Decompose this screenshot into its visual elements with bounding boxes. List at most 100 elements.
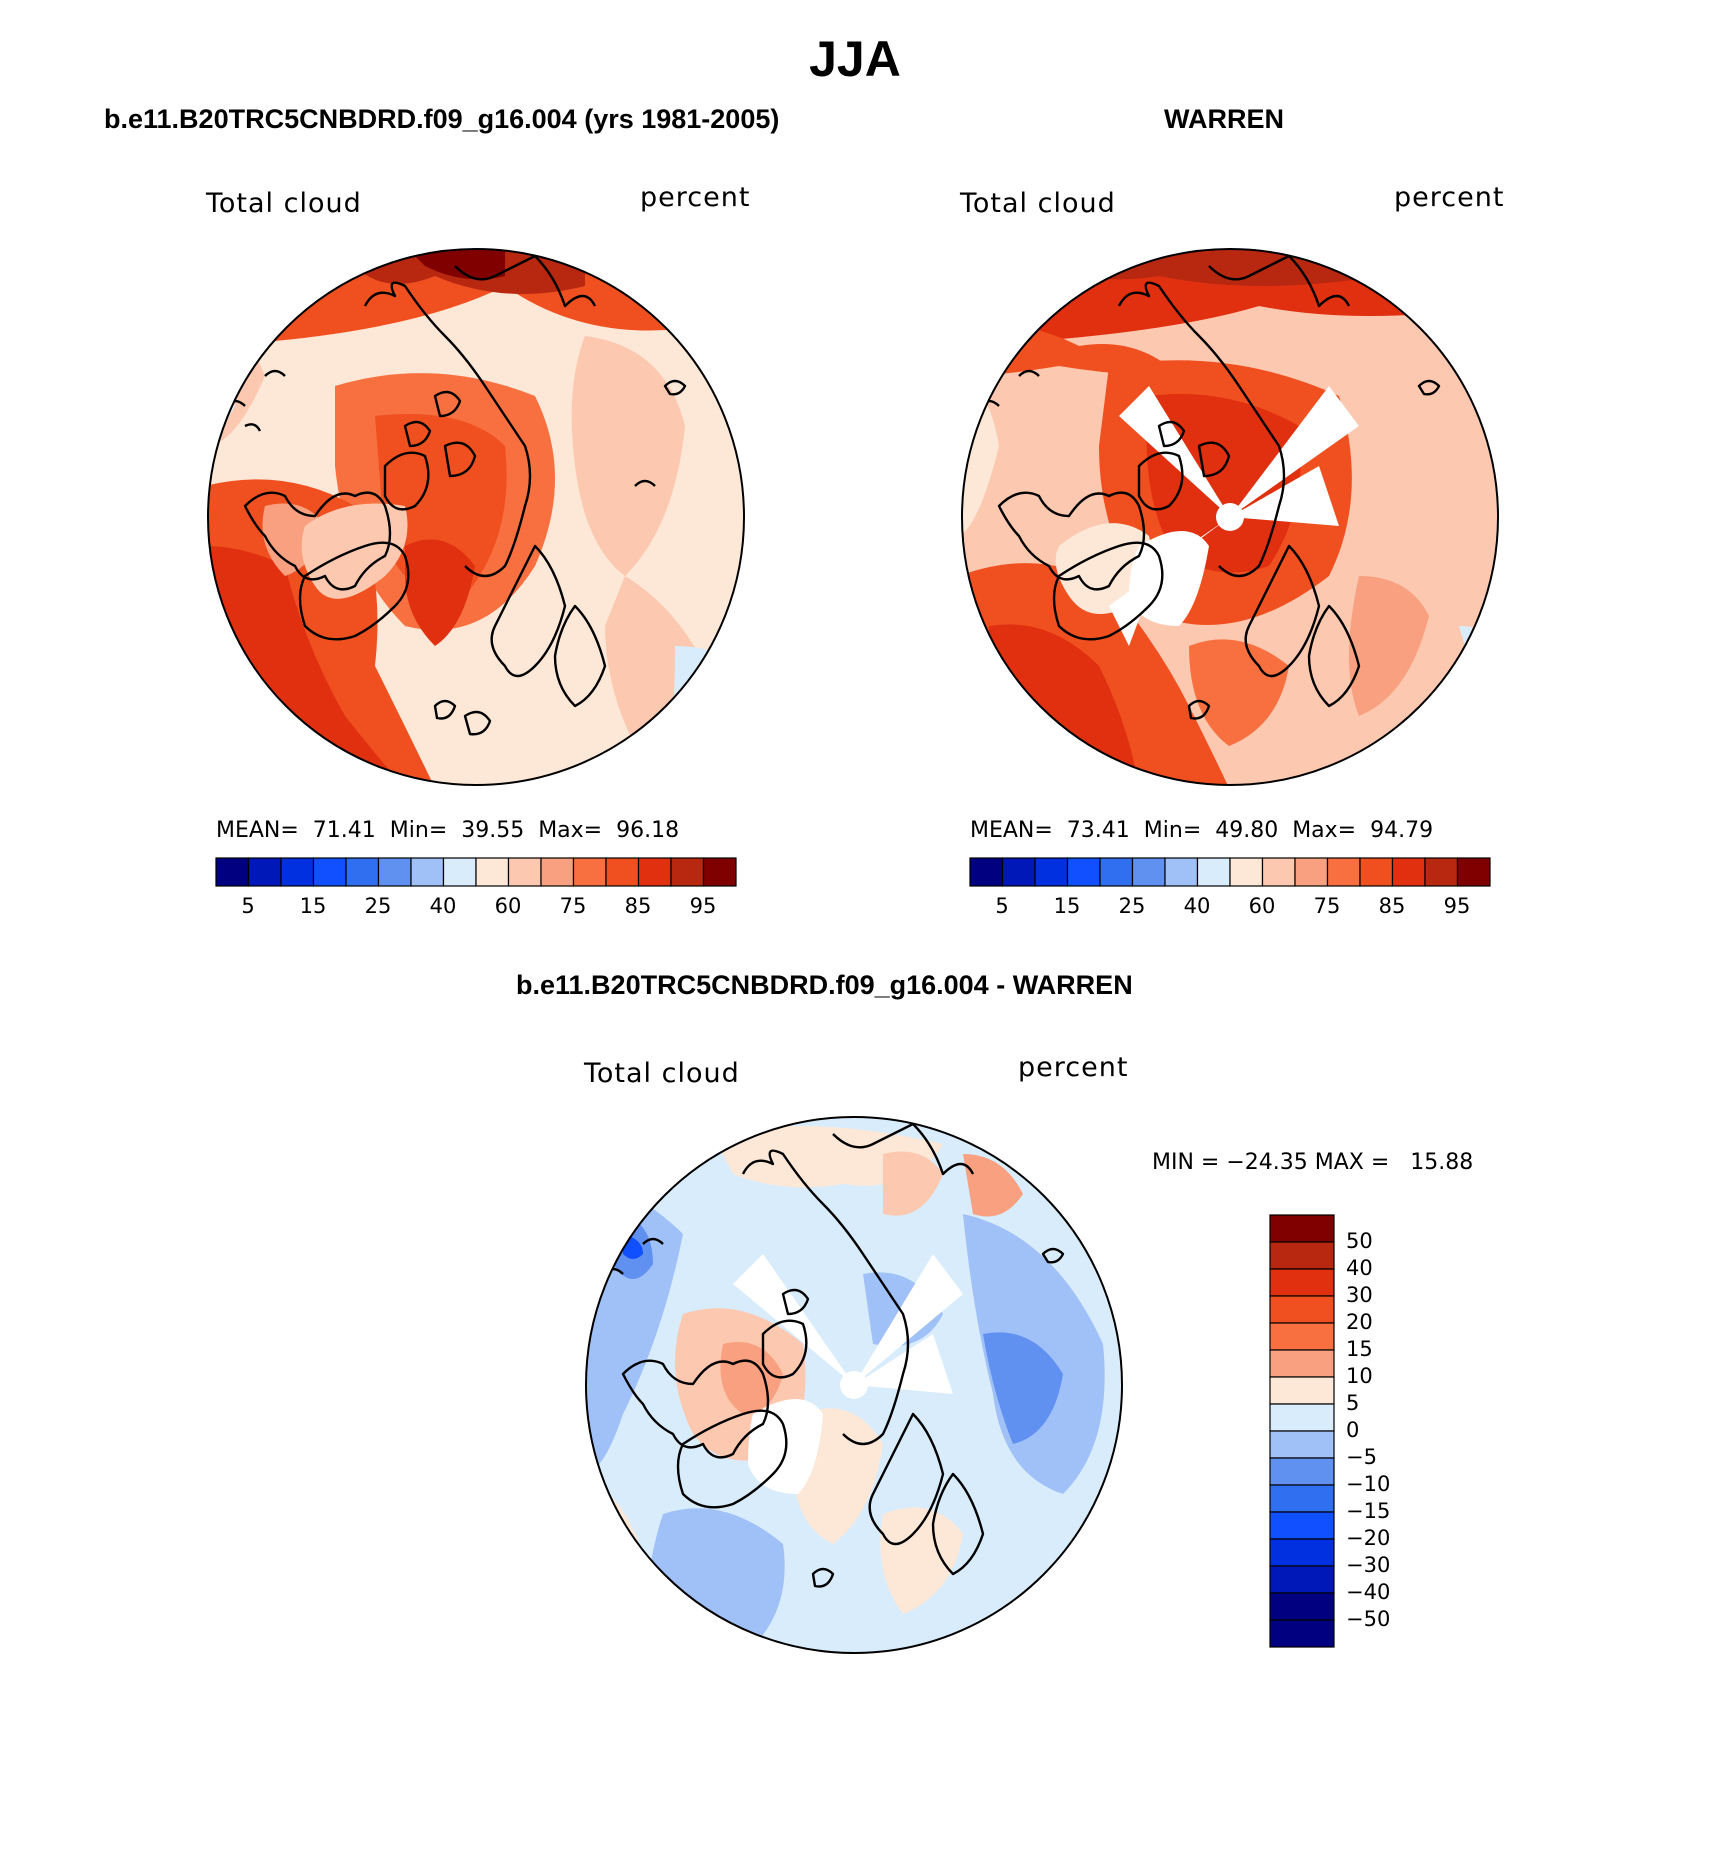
obs-units-label: percent xyxy=(1394,182,1505,213)
colorbar-tick-label: 95 xyxy=(1443,894,1471,918)
colorbar-tick-label: −30 xyxy=(1346,1553,1391,1577)
colorbar-swatch xyxy=(1066,857,1101,887)
colorbar-tick-label: 75 xyxy=(559,894,587,918)
colorbar-swatch xyxy=(1269,1241,1335,1270)
colorbar-swatch xyxy=(1269,1565,1335,1594)
obs-colorbar-ticks: 5 15 25 40 60 75 85 95 xyxy=(970,894,1490,920)
diff-stats: MIN = −24.35 MAX = 15.88 xyxy=(1152,1150,1474,1175)
colorbar-swatch xyxy=(215,857,250,887)
colorbar-swatch xyxy=(410,857,445,887)
colorbar-swatch xyxy=(1261,857,1296,887)
colorbar-swatch xyxy=(1269,1376,1335,1405)
model-colorbar-ticks: 5 15 25 40 60 75 85 95 xyxy=(216,894,736,920)
obs-stats: MEAN= 73.41 Min= 49.80 Max= 94.79 xyxy=(970,818,1434,843)
colorbar-swatch xyxy=(702,857,737,887)
colorbar-swatch xyxy=(1269,1538,1335,1567)
colorbar-swatch xyxy=(1269,1619,1335,1648)
colorbar-tick-label: 25 xyxy=(1118,894,1146,918)
colorbar-tick-label: 5 xyxy=(241,894,255,918)
colorbar-tick-label: 30 xyxy=(1346,1283,1373,1307)
colorbar-swatch xyxy=(1456,857,1491,887)
colorbar-tick-label: 75 xyxy=(1313,894,1341,918)
colorbar-swatch xyxy=(1294,857,1329,887)
colorbar-swatch xyxy=(670,857,705,887)
diff-colorbar-ticks: 50 40 30 20 15 10 5 0 −5 −10 −15 −20 −30… xyxy=(1346,1215,1426,1647)
colorbar-swatch xyxy=(1269,1457,1335,1486)
colorbar-swatch xyxy=(1269,1430,1335,1459)
colorbar-swatch xyxy=(1269,1349,1335,1378)
colorbar-swatch xyxy=(377,857,412,887)
colorbar-tick-label: −15 xyxy=(1346,1499,1391,1523)
colorbar-swatch xyxy=(540,857,575,887)
obs-panel-title: WARREN xyxy=(1164,104,1284,134)
colorbar-swatch xyxy=(1229,857,1264,887)
colorbar-tick-label: 60 xyxy=(1248,894,1276,918)
colorbar-tick-label: −40 xyxy=(1346,1580,1391,1604)
obs-variable-label: Total cloud xyxy=(960,188,1116,219)
model-units-label: percent xyxy=(640,182,751,213)
colorbar-tick-label: 40 xyxy=(429,894,457,918)
diff-polar-map xyxy=(585,1116,1123,1654)
model-stats: MEAN= 71.41 Min= 39.55 Max= 96.18 xyxy=(216,818,680,843)
colorbar-swatch xyxy=(1164,857,1199,887)
colorbar-swatch xyxy=(1269,1511,1335,1540)
colorbar-swatch xyxy=(1269,1214,1335,1243)
model-colorbar xyxy=(215,857,737,887)
colorbar-tick-label: 15 xyxy=(1053,894,1081,918)
colorbar-swatch xyxy=(1196,857,1231,887)
colorbar-swatch xyxy=(247,857,282,887)
colorbar-tick-label: 15 xyxy=(299,894,327,918)
colorbar-tick-label: 0 xyxy=(1346,1418,1360,1442)
colorbar-swatch xyxy=(1269,1268,1335,1297)
colorbar-swatch xyxy=(572,857,607,887)
colorbar-tick-label: 5 xyxy=(1346,1391,1360,1415)
colorbar-tick-label: 85 xyxy=(1378,894,1406,918)
model-variable-label: Total cloud xyxy=(206,188,362,219)
colorbar-tick-label: −10 xyxy=(1346,1472,1391,1496)
obs-polar-map xyxy=(961,248,1499,786)
colorbar-tick-label: −5 xyxy=(1346,1445,1377,1469)
colorbar-swatch xyxy=(1269,1484,1335,1513)
colorbar-swatch xyxy=(1391,857,1426,887)
colorbar-swatch xyxy=(1269,1592,1335,1621)
colorbar-tick-label: 25 xyxy=(364,894,392,918)
colorbar-tick-label: 10 xyxy=(1346,1364,1373,1388)
colorbar-swatch xyxy=(1269,1403,1335,1432)
colorbar-swatch xyxy=(442,857,477,887)
colorbar-tick-label: 40 xyxy=(1346,1256,1373,1280)
colorbar-swatch xyxy=(1099,857,1134,887)
colorbar-tick-label: 20 xyxy=(1346,1310,1373,1334)
colorbar-swatch xyxy=(345,857,380,887)
obs-colorbar xyxy=(969,857,1491,887)
colorbar-swatch xyxy=(605,857,640,887)
colorbar-swatch xyxy=(1424,857,1459,887)
colorbar-tick-label: 40 xyxy=(1183,894,1211,918)
colorbar-swatch xyxy=(475,857,510,887)
diff-colorbar xyxy=(1269,1214,1335,1648)
colorbar-swatch xyxy=(637,857,672,887)
colorbar-swatch xyxy=(1269,1322,1335,1351)
colorbar-swatch xyxy=(969,857,1004,887)
colorbar-tick-label: 5 xyxy=(995,894,1009,918)
colorbar-swatch xyxy=(507,857,542,887)
figure-title: JJA xyxy=(809,31,901,87)
colorbar-swatch xyxy=(1326,857,1361,887)
colorbar-swatch xyxy=(280,857,315,887)
colorbar-swatch xyxy=(1001,857,1036,887)
colorbar-swatch xyxy=(1034,857,1069,887)
model-panel-title: b.e11.B20TRC5CNBDRD.f09_g16.004 (yrs 198… xyxy=(104,104,780,134)
model-polar-map xyxy=(207,248,745,786)
diff-units-label: percent xyxy=(1018,1052,1129,1083)
colorbar-tick-label: −50 xyxy=(1346,1607,1391,1631)
colorbar-tick-label: 60 xyxy=(494,894,522,918)
colorbar-swatch xyxy=(1269,1295,1335,1324)
diff-panel-title: b.e11.B20TRC5CNBDRD.f09_g16.004 - WARREN xyxy=(516,970,1133,1000)
colorbar-tick-label: −20 xyxy=(1346,1526,1391,1550)
colorbar-tick-label: 15 xyxy=(1346,1337,1373,1361)
diff-variable-label: Total cloud xyxy=(584,1058,740,1089)
colorbar-swatch xyxy=(1359,857,1394,887)
colorbar-tick-label: 85 xyxy=(624,894,652,918)
colorbar-swatch xyxy=(312,857,347,887)
colorbar-swatch xyxy=(1131,857,1166,887)
colorbar-tick-label: 95 xyxy=(689,894,717,918)
